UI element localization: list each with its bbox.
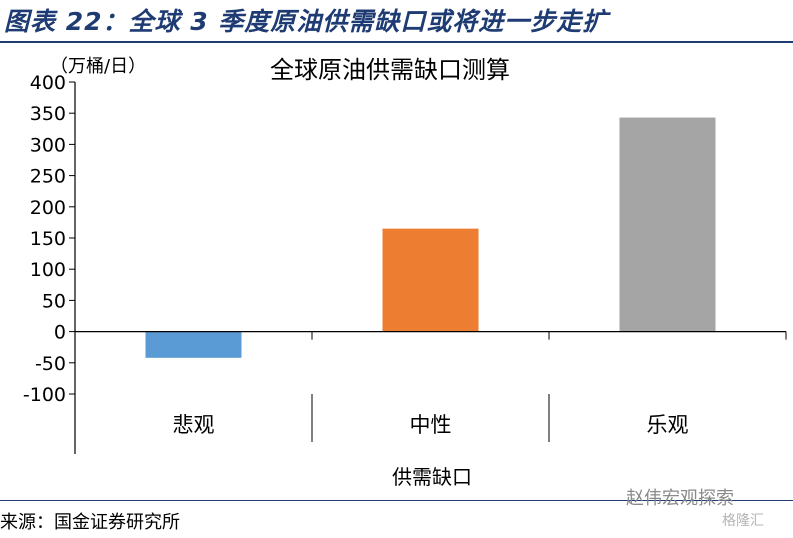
bar-3 xyxy=(619,117,716,332)
y-tick-label: 150 xyxy=(30,228,66,250)
x-tick-label: 悲观 xyxy=(173,413,215,437)
y-tick-label: 250 xyxy=(30,166,66,188)
watermark-logo-text: 格隆汇 xyxy=(722,513,764,529)
source-note: 来源：国金证券研究所 xyxy=(0,512,180,533)
bar-1 xyxy=(145,331,242,358)
bar-2 xyxy=(382,228,479,332)
watermark-text: 赵伟宏观探索 xyxy=(626,488,734,509)
chart-title: 全球原油供需缺口测算 xyxy=(270,56,510,84)
title-divider xyxy=(0,41,793,43)
y-axis: 400 350 300 250 200 150 100 50 0 -50 -100 xyxy=(23,72,76,454)
bars xyxy=(145,117,716,358)
y-tick-label: 400 xyxy=(30,72,66,94)
x-tick-label: 乐观 xyxy=(647,413,689,437)
y-tick-label: 0 xyxy=(54,322,66,344)
y-tick-label: 300 xyxy=(30,134,66,156)
x-axis: 悲观 中性 乐观 xyxy=(75,331,787,442)
y-tick-label: 350 xyxy=(30,103,66,125)
unit-label: （万桶/日） xyxy=(50,56,146,77)
y-tick-label: -100 xyxy=(23,384,66,406)
y-tick-label: -50 xyxy=(35,353,66,375)
x-tick-label: 中性 xyxy=(410,413,452,437)
chart-svg: 全球原油供需缺口测算 （万桶/日） 400 350 300 250 200 150 100 5… xyxy=(23,56,787,489)
figure-title: 图表 22：全球 3 季度原油供需缺口或将进一步走扩 xyxy=(4,7,609,36)
y-tick-label: 50 xyxy=(42,290,66,312)
x-axis-label: 供需缺口 xyxy=(392,465,472,489)
y-tick-label: 100 xyxy=(30,259,66,281)
source-divider xyxy=(0,500,793,501)
y-tick-label: 200 xyxy=(30,197,66,219)
